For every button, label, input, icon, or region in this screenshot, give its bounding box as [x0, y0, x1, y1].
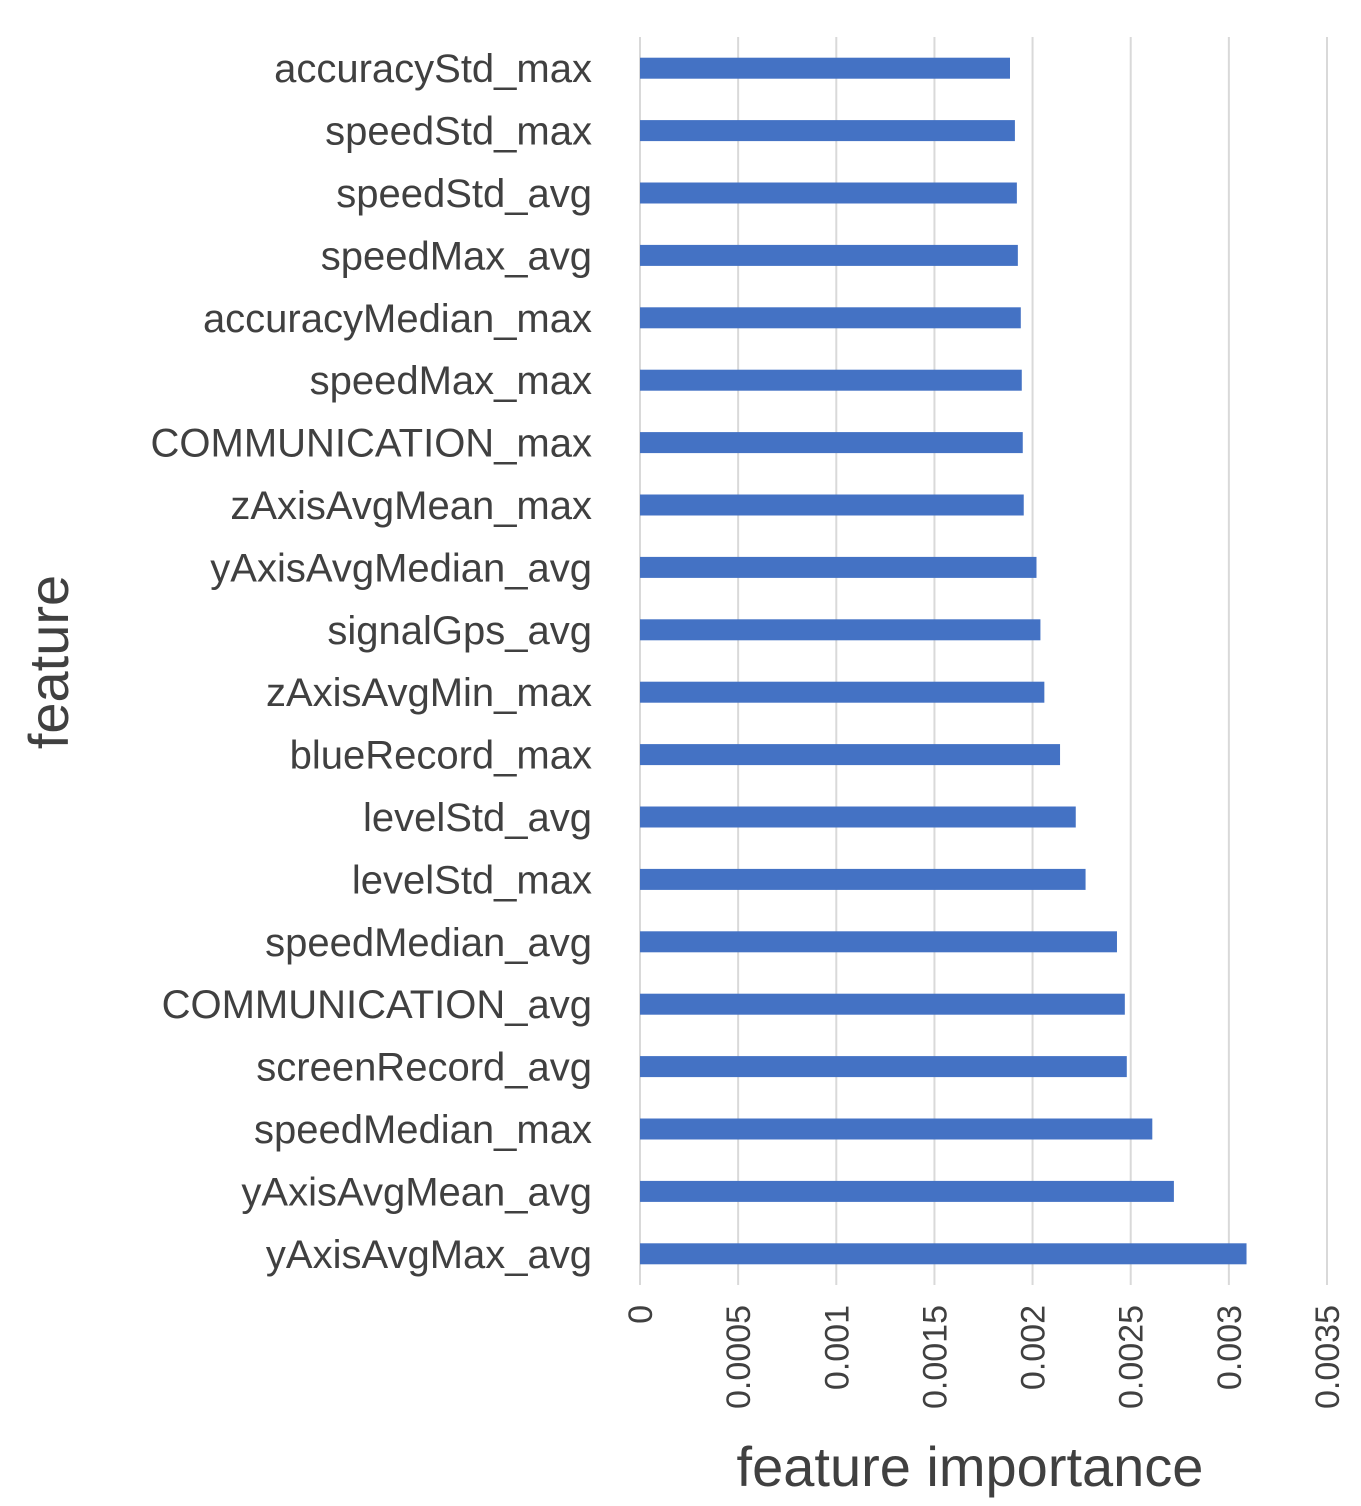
bar [640, 120, 1015, 142]
bar [640, 681, 1045, 703]
y-axis-title: feature [17, 575, 80, 749]
bar [640, 244, 1018, 266]
x-tick-label: 0.0015 [916, 1305, 954, 1409]
category-label: yAxisAvgMean_avg [241, 1170, 592, 1214]
category-label: speedStd_max [325, 110, 592, 154]
bar [640, 993, 1125, 1015]
gridlines [639, 37, 1328, 1285]
category-label: levelStd_avg [363, 796, 592, 840]
category-label: zAxisAvgMean_max [230, 484, 592, 528]
bar [640, 369, 1022, 391]
bar [640, 1056, 1127, 1078]
bar [640, 806, 1076, 828]
bar [640, 432, 1023, 454]
category-label: speedMedian_max [254, 1108, 592, 1152]
bars [640, 57, 1247, 1265]
x-tick-label: 0.0005 [720, 1305, 758, 1409]
x-tick-label: 0 [622, 1305, 660, 1324]
category-label: speedStd_avg [336, 172, 592, 216]
bar [640, 1180, 1174, 1202]
x-tick-label: 0.0025 [1113, 1305, 1151, 1409]
bar [640, 931, 1117, 953]
bar [640, 182, 1017, 204]
category-label: speedMax_max [310, 359, 592, 403]
category-label: speedMedian_avg [265, 921, 592, 965]
bar [640, 556, 1037, 578]
category-label: blueRecord_max [290, 734, 592, 778]
x-tick-label: 0.001 [818, 1305, 856, 1390]
category-label: COMMUNICATION_avg [162, 983, 592, 1027]
category-label: zAxisAvgMin_max [266, 671, 592, 715]
x-tick-labels: 0 0.0005 0.001 0.0015 0.002 0.0025 0.003 0.0035 [622, 1305, 1347, 1409]
bar [640, 57, 1010, 79]
bar [640, 868, 1086, 890]
bar [640, 494, 1024, 516]
bar [640, 307, 1021, 329]
x-axis-title: feature importance [737, 1435, 1204, 1498]
category-label: levelStd_max [352, 858, 592, 902]
bar [640, 1118, 1153, 1140]
category-labels: accuracyStd_max speedStd_max speedStd_avgs… [151, 47, 592, 1277]
category-label: screenRecord_avg [256, 1046, 592, 1090]
bar [640, 744, 1061, 766]
category-label: accuracyStd_max [274, 47, 592, 91]
category-label: speedMax_avg [321, 234, 592, 278]
category-label: COMMUNICATION_max [151, 422, 592, 466]
category-label: yAxisAvgMedian_avg [210, 546, 592, 590]
bar [640, 1243, 1247, 1265]
category-label: yAxisAvgMax_avg [266, 1233, 592, 1277]
x-tick-label: 0.003 [1211, 1305, 1249, 1390]
bar [640, 619, 1041, 641]
category-label: signalGps_avg [327, 609, 592, 653]
x-tick-label: 0.0035 [1309, 1305, 1347, 1409]
category-label: accuracyMedian_max [203, 297, 592, 341]
x-tick-label: 0.002 [1015, 1305, 1053, 1390]
